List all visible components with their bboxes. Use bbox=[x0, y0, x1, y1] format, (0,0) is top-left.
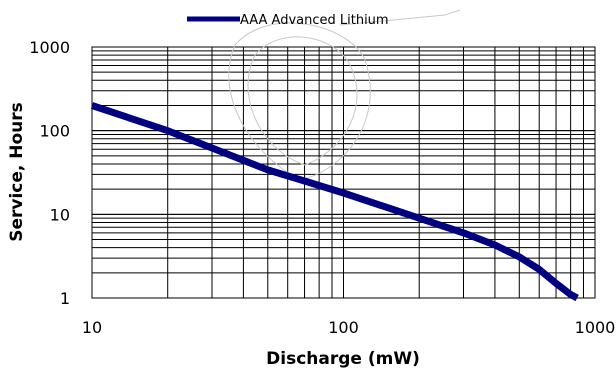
plot-frame bbox=[91, 46, 596, 299]
series-line bbox=[90, 102, 579, 302]
x-tick-label: 100 bbox=[328, 318, 359, 337]
x-tick-label: 1000 bbox=[575, 318, 616, 337]
legend: AAA Advanced Lithium bbox=[187, 13, 389, 28]
x-axis-title: Discharge (mW) bbox=[266, 349, 420, 369]
y-axis-title: Service, Hours bbox=[7, 102, 27, 242]
legend-label: AAA Advanced Lithium bbox=[240, 13, 389, 28]
series-layer bbox=[90, 102, 579, 302]
x-tick-label: 10 bbox=[82, 318, 102, 337]
tick-labels: 10 100 1000 1 10 100 1000 bbox=[29, 38, 615, 337]
y-tick-label: 1 bbox=[60, 289, 70, 308]
y-tick-label: 10 bbox=[50, 205, 70, 224]
watermark-logo bbox=[228, 9, 461, 181]
y-tick-label: 1000 bbox=[29, 38, 70, 57]
y-tick-label: 100 bbox=[39, 122, 70, 141]
